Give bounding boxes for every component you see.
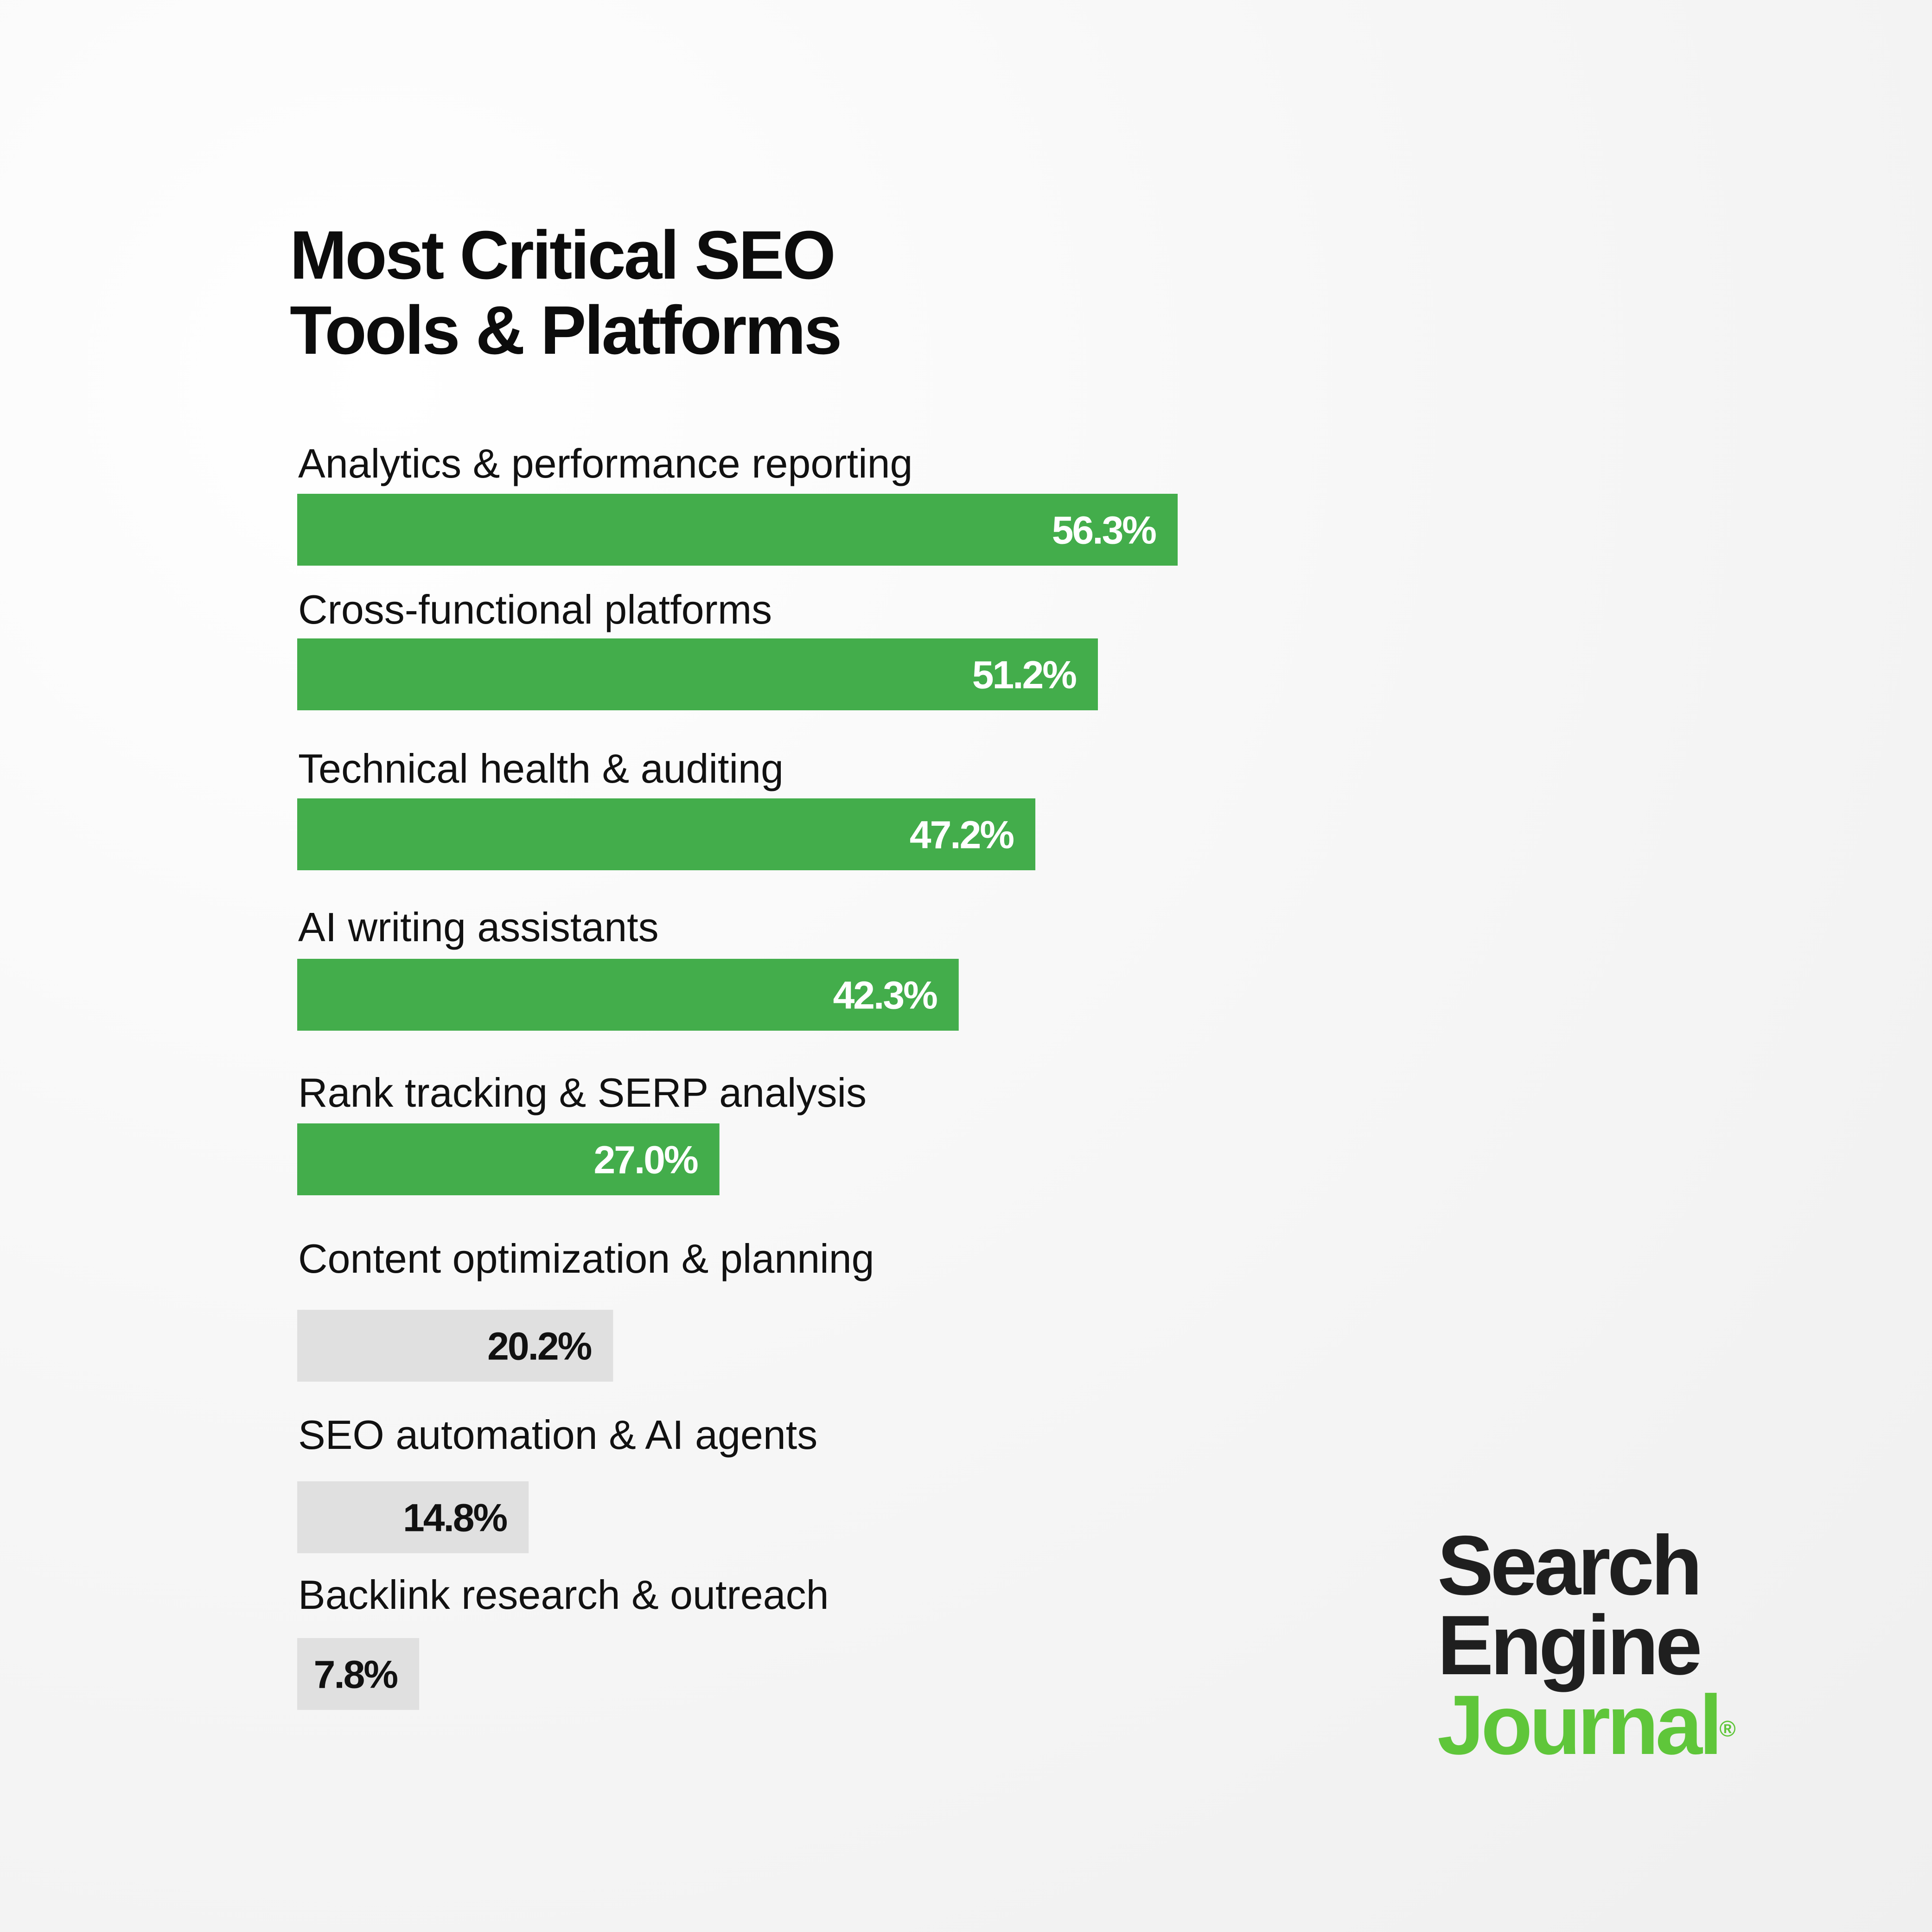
category-label: Rank tracking & SERP analysis: [298, 1070, 867, 1116]
category-label: Cross-functional platforms: [298, 587, 772, 632]
chart-title-line-2: Tools & Platforms: [290, 292, 842, 369]
bar: [297, 1123, 720, 1195]
category-label: Analytics & performance reporting: [298, 440, 913, 486]
logo-word-journal: Journal®: [1437, 1683, 1736, 1767]
bar: [297, 959, 959, 1031]
category-label: Technical health & auditing: [298, 746, 784, 791]
logo-word-search: Search: [1437, 1518, 1702, 1613]
bar: [297, 1638, 420, 1710]
bar: [297, 1481, 529, 1553]
value-label: 42.3%: [833, 974, 937, 1017]
logo-word-journal-text: Journal: [1437, 1677, 1722, 1772]
logo-word-engine: Engine: [1437, 1598, 1702, 1692]
bar: [297, 798, 1036, 870]
category-label: Backlink research & outreach: [298, 1572, 829, 1618]
chart-title: Most Critical SEO Tools & Platforms: [290, 218, 1124, 368]
chart-title-line-1: Most Critical SEO: [290, 217, 836, 293]
value-label: 47.2%: [910, 813, 1014, 857]
search-engine-journal-logo: Search Engine Journal®: [1437, 1518, 1736, 1767]
value-label: 20.2%: [487, 1325, 591, 1368]
registered-mark: ®: [1719, 1717, 1736, 1741]
value-label: 56.3%: [1052, 509, 1156, 552]
value-label: 51.2%: [972, 653, 1076, 697]
category-label: SEO automation & AI agents: [298, 1412, 817, 1458]
bar: [297, 638, 1098, 710]
category-label: AI writing assistants: [298, 904, 659, 950]
value-label: 14.8%: [403, 1496, 507, 1540]
bar: [297, 1310, 613, 1382]
bar: [297, 494, 1178, 566]
value-label: 27.0%: [594, 1138, 698, 1182]
category-label: Content optimization & planning: [298, 1236, 874, 1282]
value-label: 7.8%: [314, 1653, 398, 1696]
